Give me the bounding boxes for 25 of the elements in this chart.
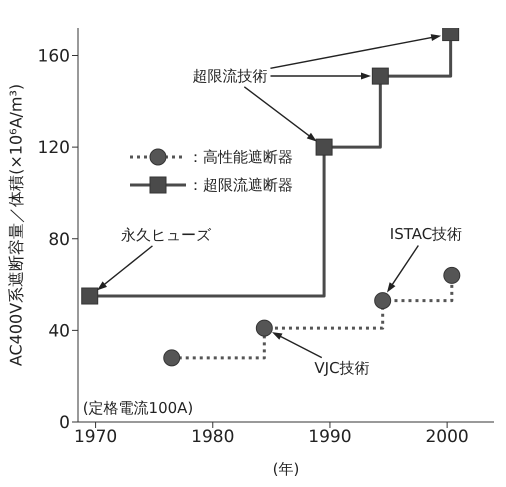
x-tick-label: 1970 xyxy=(74,427,118,448)
x-tick-label: 1990 xyxy=(308,427,352,448)
y-tick-label: 0 xyxy=(59,413,70,434)
annotation: 永久ヒューズ xyxy=(121,226,212,244)
y-tick-label: 80 xyxy=(48,230,70,250)
annotation: 超限流技術 xyxy=(192,67,268,85)
point xyxy=(316,138,333,156)
point xyxy=(443,266,460,284)
x-axis-title: (年) xyxy=(272,460,300,478)
legend-label: ：高性能遮断器 xyxy=(188,148,293,166)
x-tick-label: 2000 xyxy=(425,427,469,448)
y-tick-label: 160 xyxy=(38,46,70,67)
point xyxy=(163,349,180,366)
annotation: (定格電流100A) xyxy=(82,399,194,417)
annotation: ISTAC技術 xyxy=(390,225,462,243)
legend-label: ：超限流遮断器 xyxy=(188,176,293,194)
y-tick-label: 120 xyxy=(38,138,70,158)
point xyxy=(256,320,273,337)
annotation: VJC技術 xyxy=(314,359,370,377)
y-tick-label: 40 xyxy=(48,321,70,342)
x-tick-label: 1980 xyxy=(191,427,234,448)
point xyxy=(372,68,389,85)
point xyxy=(81,288,98,305)
y-axis-title: AC400V系遮断容量／体積(×10⁶A/m³) xyxy=(6,84,26,366)
point xyxy=(374,292,392,310)
